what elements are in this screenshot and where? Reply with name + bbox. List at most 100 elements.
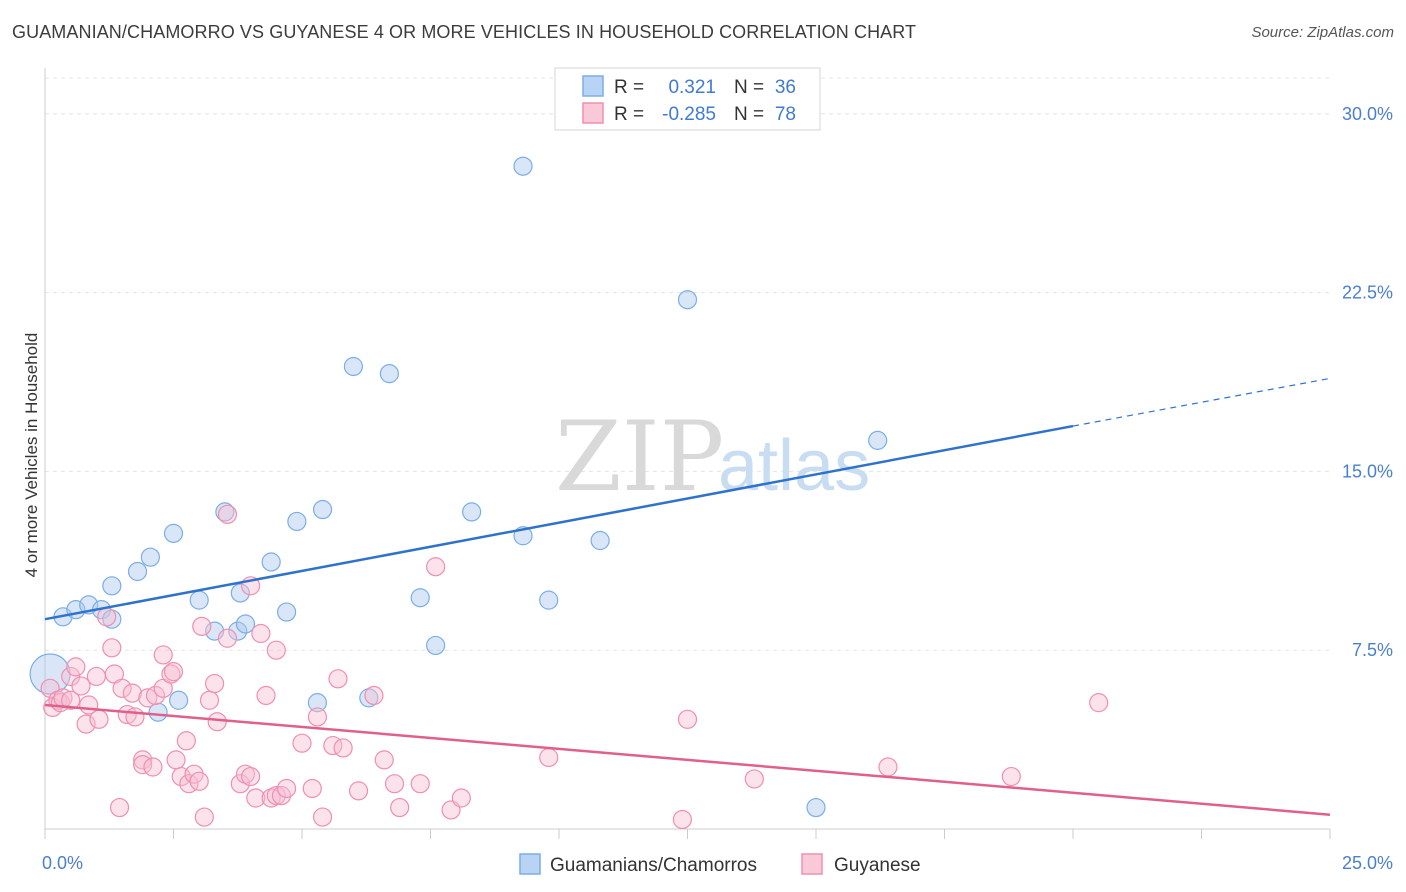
chart-title: GUAMANIAN/CHAMORRO VS GUYANESE 4 OR MORE… [12, 22, 917, 42]
guyanese-point [1001, 766, 1021, 787]
legend-label-guamanians: Guamanians/Chamorros [550, 855, 757, 876]
guyanese-point [76, 714, 96, 734]
guamanians-point [868, 430, 888, 450]
guyanese-point [230, 774, 250, 794]
stats-n-value-2: 78 [775, 104, 796, 125]
guyanese-point [235, 764, 256, 784]
guyanese-point [292, 733, 312, 753]
guyanese-point [878, 757, 898, 777]
guyanese-point [86, 666, 107, 687]
guyanese-point [302, 778, 322, 799]
source-label: Source: ZipAtlas.com [1251, 24, 1394, 41]
guamanians-point [215, 502, 235, 522]
guyanese-point [161, 664, 181, 684]
y-tick-label: 22.5% [1342, 283, 1393, 303]
guyanese-point [256, 685, 276, 706]
guyanese-point [1089, 693, 1109, 713]
guyanese-point [112, 678, 132, 698]
guamanians-point [230, 583, 250, 603]
guyanese-point [539, 747, 559, 768]
guamanians-point [140, 547, 160, 567]
guyanese-point [217, 504, 238, 524]
guamanians-point [677, 290, 698, 310]
guyanese-point [451, 788, 471, 808]
guyanese-point [138, 688, 158, 708]
guyanese-point [166, 750, 186, 770]
series-guamanians-points [29, 156, 888, 818]
guamanians-point [235, 614, 256, 634]
watermark-atlas: atlas [718, 426, 870, 506]
series-legend: Guamanians/Chamorros Guyanese [519, 853, 921, 876]
guyanese-point [102, 638, 122, 658]
guyanese-point [163, 662, 184, 682]
guamanians-point [410, 588, 430, 608]
guyanese-point [145, 685, 166, 706]
guamanians-point [276, 602, 297, 622]
stats-legend-swatch-blue [582, 75, 604, 97]
stats-legend-swatch-pink [582, 102, 604, 124]
guamanians-point [287, 511, 307, 532]
guyanese-point [348, 781, 369, 801]
guamanians-point [228, 621, 248, 641]
x-tick-label: 25.0% [1342, 853, 1393, 873]
guyanese-point [61, 666, 81, 687]
stats-r-value-1: 0.321 [668, 77, 716, 98]
guyanese-point [364, 685, 384, 706]
guyanese-point [117, 704, 137, 725]
guyanese-point [390, 797, 410, 818]
guyanese-point [143, 757, 163, 777]
guyanese-point [384, 774, 405, 794]
guyanese-point [109, 797, 130, 818]
guamanians-point [189, 590, 209, 610]
guyanese-point [241, 766, 261, 787]
guyanese-point [205, 673, 225, 694]
grid-lines [45, 77, 1330, 651]
y-tick-label: 15.0% [1342, 461, 1393, 481]
guyanese-point [176, 731, 196, 751]
guyanese-point [312, 807, 333, 827]
tick-labels: 7.5% 15.0% 22.5% 30.0% 0.0% 25.0% [42, 104, 1393, 873]
x-tick-label: 0.0% [42, 853, 83, 873]
guamanians-point [102, 576, 122, 596]
guyanese-point [199, 690, 220, 710]
guyanese-point [207, 712, 227, 732]
stats-r-value-2: -0.285 [662, 104, 716, 125]
guyanese-point [374, 750, 394, 770]
stats-n-value-1: 36 [775, 77, 796, 98]
stats-legend: R = 0.321 N = 36 R = -0.285 N = 78 [554, 67, 821, 131]
guamanians-point [539, 590, 559, 610]
y-tick-label: 7.5% [1352, 640, 1393, 660]
guyanese-point [426, 557, 446, 577]
guyanese-point [251, 623, 271, 644]
guyanese-point [672, 809, 692, 830]
guyanese-point [97, 607, 117, 627]
trend-line-guamanians-extension [1072, 377, 1331, 427]
guyanese-point [266, 786, 286, 806]
guyanese-point [71, 676, 91, 696]
trend-line-guamanians [44, 424, 1074, 621]
guyanese-point [266, 640, 286, 660]
y-axis-label: 4 or more Vehicles in Household [22, 333, 41, 578]
guamanians-point [379, 364, 399, 384]
guyanese-point [246, 788, 266, 808]
guyanese-point [276, 778, 297, 799]
guyanese-point [328, 669, 348, 689]
guyanese-point [192, 616, 212, 636]
guamanians-point [102, 609, 122, 629]
guamanians-point [307, 693, 328, 713]
guyanese-point [307, 707, 328, 727]
guamanians-point [343, 356, 363, 377]
legend-label-guyanese: Guyanese [834, 855, 921, 876]
series-guyanese-points [40, 504, 1109, 830]
guyanese-point [153, 645, 173, 665]
guamanians-point [590, 530, 610, 551]
guyanese-point [89, 709, 109, 729]
guyanese-point [410, 774, 430, 794]
watermark: ZIP atlas [555, 401, 870, 513]
guyanese-point [66, 657, 86, 677]
guyanese-point [133, 750, 153, 770]
guamanians-point [513, 156, 533, 176]
guyanese-point [189, 771, 209, 791]
trend-line-guyanese [44, 703, 1331, 816]
